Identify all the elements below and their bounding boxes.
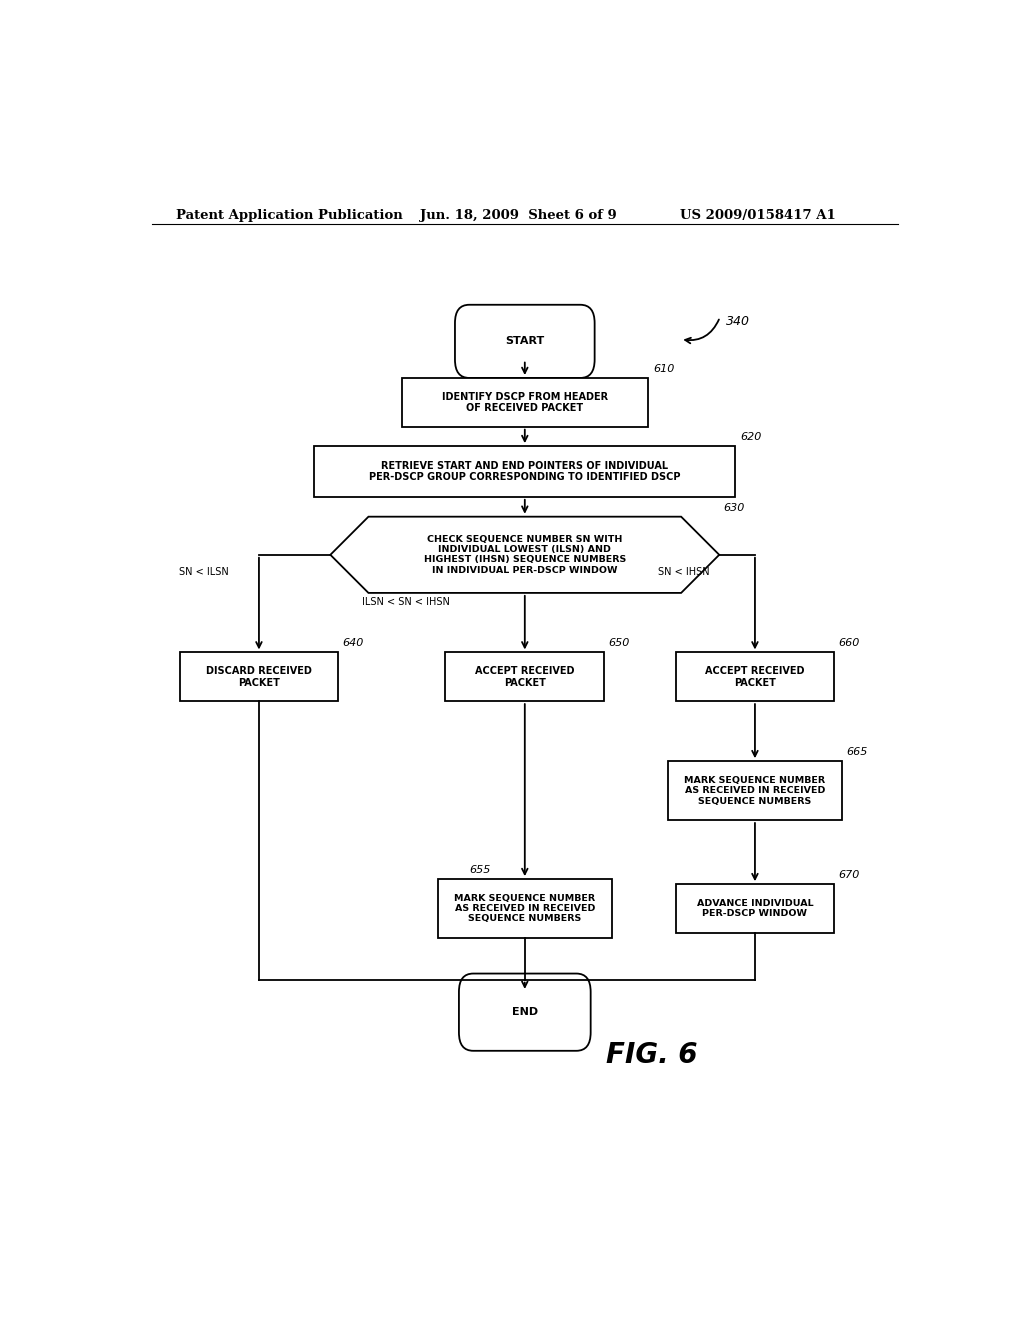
Bar <box>676 884 835 933</box>
Text: US 2009/0158417 A1: US 2009/0158417 A1 <box>680 209 836 222</box>
Bar <box>676 652 835 701</box>
Text: 670: 670 <box>839 870 859 880</box>
FancyBboxPatch shape <box>455 305 595 378</box>
Text: DISCARD RECEIVED
PACKET: DISCARD RECEIVED PACKET <box>206 667 312 688</box>
Text: 620: 620 <box>740 432 762 442</box>
Text: ACCEPT RECEIVED
PACKET: ACCEPT RECEIVED PACKET <box>475 667 574 688</box>
Bar <box>437 879 612 939</box>
Text: END: END <box>512 1007 538 1018</box>
Text: ACCEPT RECEIVED
PACKET: ACCEPT RECEIVED PACKET <box>706 667 805 688</box>
Text: 610: 610 <box>653 364 675 374</box>
Text: IDENTIFY DSCP FROM HEADER
OF RECEIVED PACKET: IDENTIFY DSCP FROM HEADER OF RECEIVED PA… <box>441 392 608 413</box>
Bar <box>314 446 735 496</box>
FancyBboxPatch shape <box>459 974 591 1051</box>
Bar <box>179 652 338 701</box>
Text: 655: 655 <box>469 865 490 875</box>
Text: 340: 340 <box>726 314 750 327</box>
Bar <box>401 378 648 426</box>
Text: Patent Application Publication: Patent Application Publication <box>176 209 402 222</box>
Text: MARK SEQUENCE NUMBER
AS RECEIVED IN RECEIVED
SEQUENCE NUMBERS: MARK SEQUENCE NUMBER AS RECEIVED IN RECE… <box>684 776 825 805</box>
Text: MARK SEQUENCE NUMBER
AS RECEIVED IN RECEIVED
SEQUENCE NUMBERS: MARK SEQUENCE NUMBER AS RECEIVED IN RECE… <box>455 894 595 924</box>
Text: 665: 665 <box>846 747 867 758</box>
Text: CHECK SEQUENCE NUMBER SN WITH
INDIVIDUAL LOWEST (ILSN) AND
HIGHEST (IHSN) SEQUEN: CHECK SEQUENCE NUMBER SN WITH INDIVIDUAL… <box>424 535 626 576</box>
Text: RETRIEVE START AND END POINTERS OF INDIVIDUAL
PER-DSCP GROUP CORRESPONDING TO ID: RETRIEVE START AND END POINTERS OF INDIV… <box>369 461 681 482</box>
Bar <box>445 652 604 701</box>
Text: 650: 650 <box>608 639 630 648</box>
Text: ADVANCE INDIVIDUAL
PER-DSCP WINDOW: ADVANCE INDIVIDUAL PER-DSCP WINDOW <box>696 899 813 919</box>
Text: START: START <box>505 337 545 346</box>
Bar <box>668 762 842 820</box>
Text: Jun. 18, 2009  Sheet 6 of 9: Jun. 18, 2009 Sheet 6 of 9 <box>420 209 616 222</box>
Text: SN < IHSN: SN < IHSN <box>657 568 710 577</box>
Text: 630: 630 <box>723 503 744 512</box>
Text: 640: 640 <box>342 639 364 648</box>
Text: FIG. 6: FIG. 6 <box>606 1041 697 1069</box>
Text: SN < ILSN: SN < ILSN <box>178 568 228 577</box>
Text: ILSN < SN < IHSN: ILSN < SN < IHSN <box>361 598 450 607</box>
Polygon shape <box>331 516 719 593</box>
Text: 660: 660 <box>839 639 859 648</box>
